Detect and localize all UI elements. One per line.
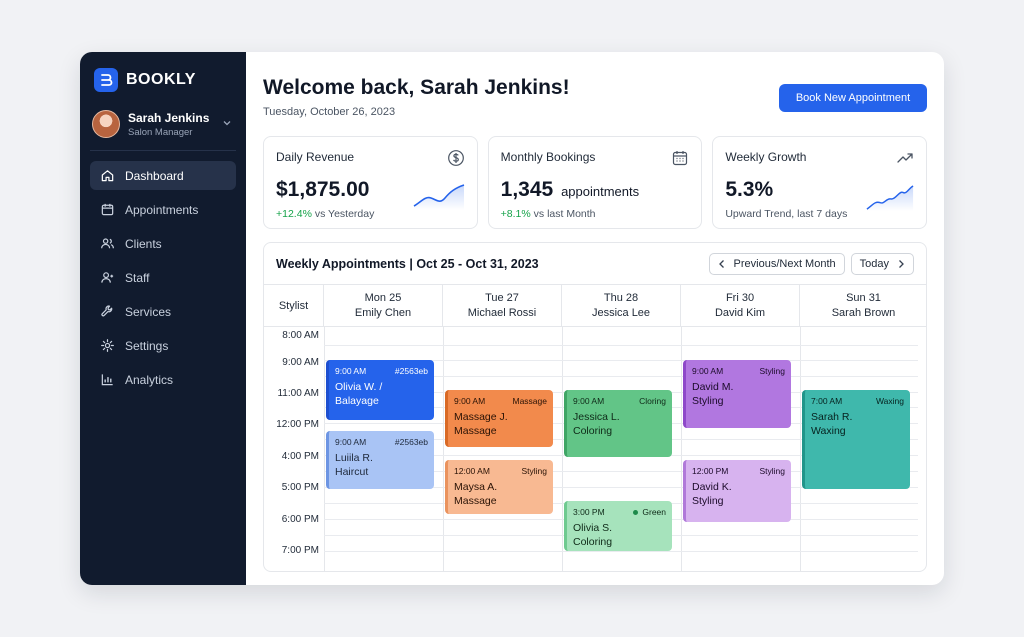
trend-up-icon (897, 153, 913, 163)
sidebar-item-label: Dashboard (125, 168, 184, 183)
current-date: Tuesday, October 26, 2023 (263, 106, 396, 118)
column-divider (562, 327, 563, 571)
sidebar-item-dashboard[interactable]: Dashboard (90, 161, 236, 190)
prev-next-month-button[interactable]: Previous/Next Month (708, 252, 845, 275)
card-title: Daily Revenue (276, 150, 355, 164)
app-window: BOOKLY Sarah Jenkins Salon Manager Dashb… (80, 52, 944, 585)
calendar-header: Weekly Appointments | Oct 25 - Oct 31, 2… (264, 243, 926, 285)
hour-line (324, 471, 918, 472)
bookings-value: 1,345 appointments (500, 178, 640, 201)
growth-sparkline (866, 185, 914, 211)
sidebar-item-label: Analytics (125, 372, 174, 387)
time-label: 12:00 PM (276, 419, 319, 430)
card-title: Monthly Bookings (500, 150, 596, 164)
column-divider (681, 327, 682, 571)
card-title: Weekly Growth (725, 150, 807, 164)
dollar-icon (447, 150, 464, 166)
brand-name: BOOKLY (126, 71, 196, 88)
staff-icon (101, 272, 114, 283)
appointment-card[interactable]: 12:00 PM Styling David K. Styling (683, 460, 791, 522)
growth-sub: Upward Trend, last 7 days (725, 208, 848, 220)
sidebar-nav: Dashboard Appointments Clients Staff Ser… (90, 161, 236, 394)
time-label: 4:00 PM (281, 451, 319, 462)
day-column-header[interactable]: Fri 30 David Kim (681, 285, 800, 327)
column-divider (800, 327, 801, 571)
sidebar-item-label: Appointments (125, 202, 199, 217)
sidebar-item-label: Clients (125, 236, 162, 251)
chevron-right-icon (899, 259, 904, 268)
hour-line (324, 487, 918, 488)
sidebar-item-appointments[interactable]: Appointments (90, 195, 236, 224)
calendar-icon (101, 203, 114, 216)
time-label: 8:00 AM (282, 330, 319, 341)
weekly-calendar: Weekly Appointments | Oct 25 - Oct 31, 2… (263, 242, 927, 572)
sidebar-item-label: Staff (125, 270, 150, 285)
calendar-title: Weekly Appointments | Oct 25 - Oct 31, 2… (276, 256, 539, 271)
column-divider (443, 327, 444, 571)
calendar-grid: Stylist Mon 25 Emily Chen Tue 27 Michael R… (264, 285, 926, 571)
card-daily-revenue[interactable]: Daily Revenue $1,875.00 +12.4% vs Yester… (263, 136, 478, 229)
revenue-value: $1,875.00 (276, 178, 370, 201)
appointment-card[interactable]: 7:00 AM Waxing Sarah R. Waxing (802, 390, 910, 489)
stylist-column-header: Stylist (264, 285, 324, 327)
appointment-card[interactable]: 9:00 AM #2563eb Luiila R. Haircut (326, 431, 434, 489)
time-label: 9:00 AM (282, 357, 319, 368)
sidebar-item-label: Settings (125, 338, 169, 353)
sidebar-item-label: Services (125, 304, 172, 319)
hour-line (324, 360, 918, 361)
sidebar-item-settings[interactable]: Settings (90, 331, 236, 360)
revenue-sparkline (413, 184, 464, 210)
day-column-header[interactable]: Mon 25 Emily Chen (324, 285, 443, 327)
wrench-icon (101, 305, 113, 317)
hour-line (324, 345, 918, 346)
home-icon (101, 170, 114, 182)
sidebar-item-clients[interactable]: Clients (90, 229, 236, 258)
time-label: 11:00 AM (277, 388, 319, 399)
user-menu[interactable]: Sarah Jenkins Salon Manager (90, 110, 236, 151)
time-label: 7:00 PM (281, 545, 319, 556)
brand[interactable]: BOOKLY (90, 66, 236, 94)
appointment-card[interactable]: 3:00 PM Green Olivia S. Coloring (564, 501, 672, 551)
page-title: Welcome back, Sarah Jenkins! (263, 76, 570, 99)
logo-icon (94, 68, 118, 92)
status-dot (633, 510, 639, 516)
sidebar-item-analytics[interactable]: Analytics (90, 365, 236, 394)
calendar-icon (673, 151, 688, 166)
day-column-header[interactable]: Sun 31 Sarah Brown (800, 285, 926, 327)
book-appointment-button[interactable]: Book New Appointment (779, 84, 927, 112)
hour-line (324, 551, 918, 552)
day-column-header[interactable]: Thu 28 Jessica Lee (562, 285, 681, 327)
growth-value: 5.3% (725, 178, 774, 201)
card-monthly-bookings[interactable]: Monthly Bookings 1,345 appointments +8.1… (487, 136, 703, 229)
user-name: Sarah Jenkins (128, 110, 210, 125)
time-label: 6:00 PM (281, 514, 319, 525)
appointment-card[interactable]: 9:00 AM #2563eb Olivia W. / Balayage (326, 360, 434, 420)
gear-icon (101, 339, 114, 352)
chevron-down-icon[interactable] (222, 118, 232, 131)
today-button[interactable]: Today (850, 252, 914, 275)
hour-line (324, 376, 918, 377)
chevron-left-icon (718, 259, 724, 268)
revenue-change: +12.4% vs Yesterday (276, 208, 375, 220)
time-label: 5:00 PM (281, 482, 319, 493)
user-role: Salon Manager (128, 126, 193, 138)
appointment-card[interactable]: 9:00 AM Styling David M. Styling (683, 360, 791, 428)
sidebar-item-staff[interactable]: Staff (90, 263, 236, 292)
users-icon (101, 238, 114, 249)
main-content: Welcome back, Sarah Jenkins! Tuesday, Oc… (246, 52, 944, 585)
appointment-card[interactable]: 12:00 AM Styling Maysa A. Massage (445, 460, 553, 514)
bar-chart-icon (101, 374, 113, 386)
sidebar: BOOKLY Sarah Jenkins Salon Manager Dashb… (80, 52, 246, 585)
day-column-header[interactable]: Tue 27 Michael Rossi (443, 285, 562, 327)
card-weekly-growth[interactable]: Weekly Growth 5.3% Upward Trend, last 7 … (712, 136, 928, 229)
appointment-card[interactable]: 9:00 AM Massage Massage J. Massage (445, 390, 553, 447)
stats-cards: Daily Revenue $1,875.00 +12.4% vs Yester… (263, 136, 928, 229)
column-divider (324, 327, 325, 571)
appointment-card[interactable]: 9:00 AM Cloring Jessica L. Coloring (564, 390, 672, 457)
avatar (92, 110, 120, 138)
sidebar-item-services[interactable]: Services (90, 297, 236, 326)
bookings-change: +8.1% vs last Month (500, 208, 596, 220)
